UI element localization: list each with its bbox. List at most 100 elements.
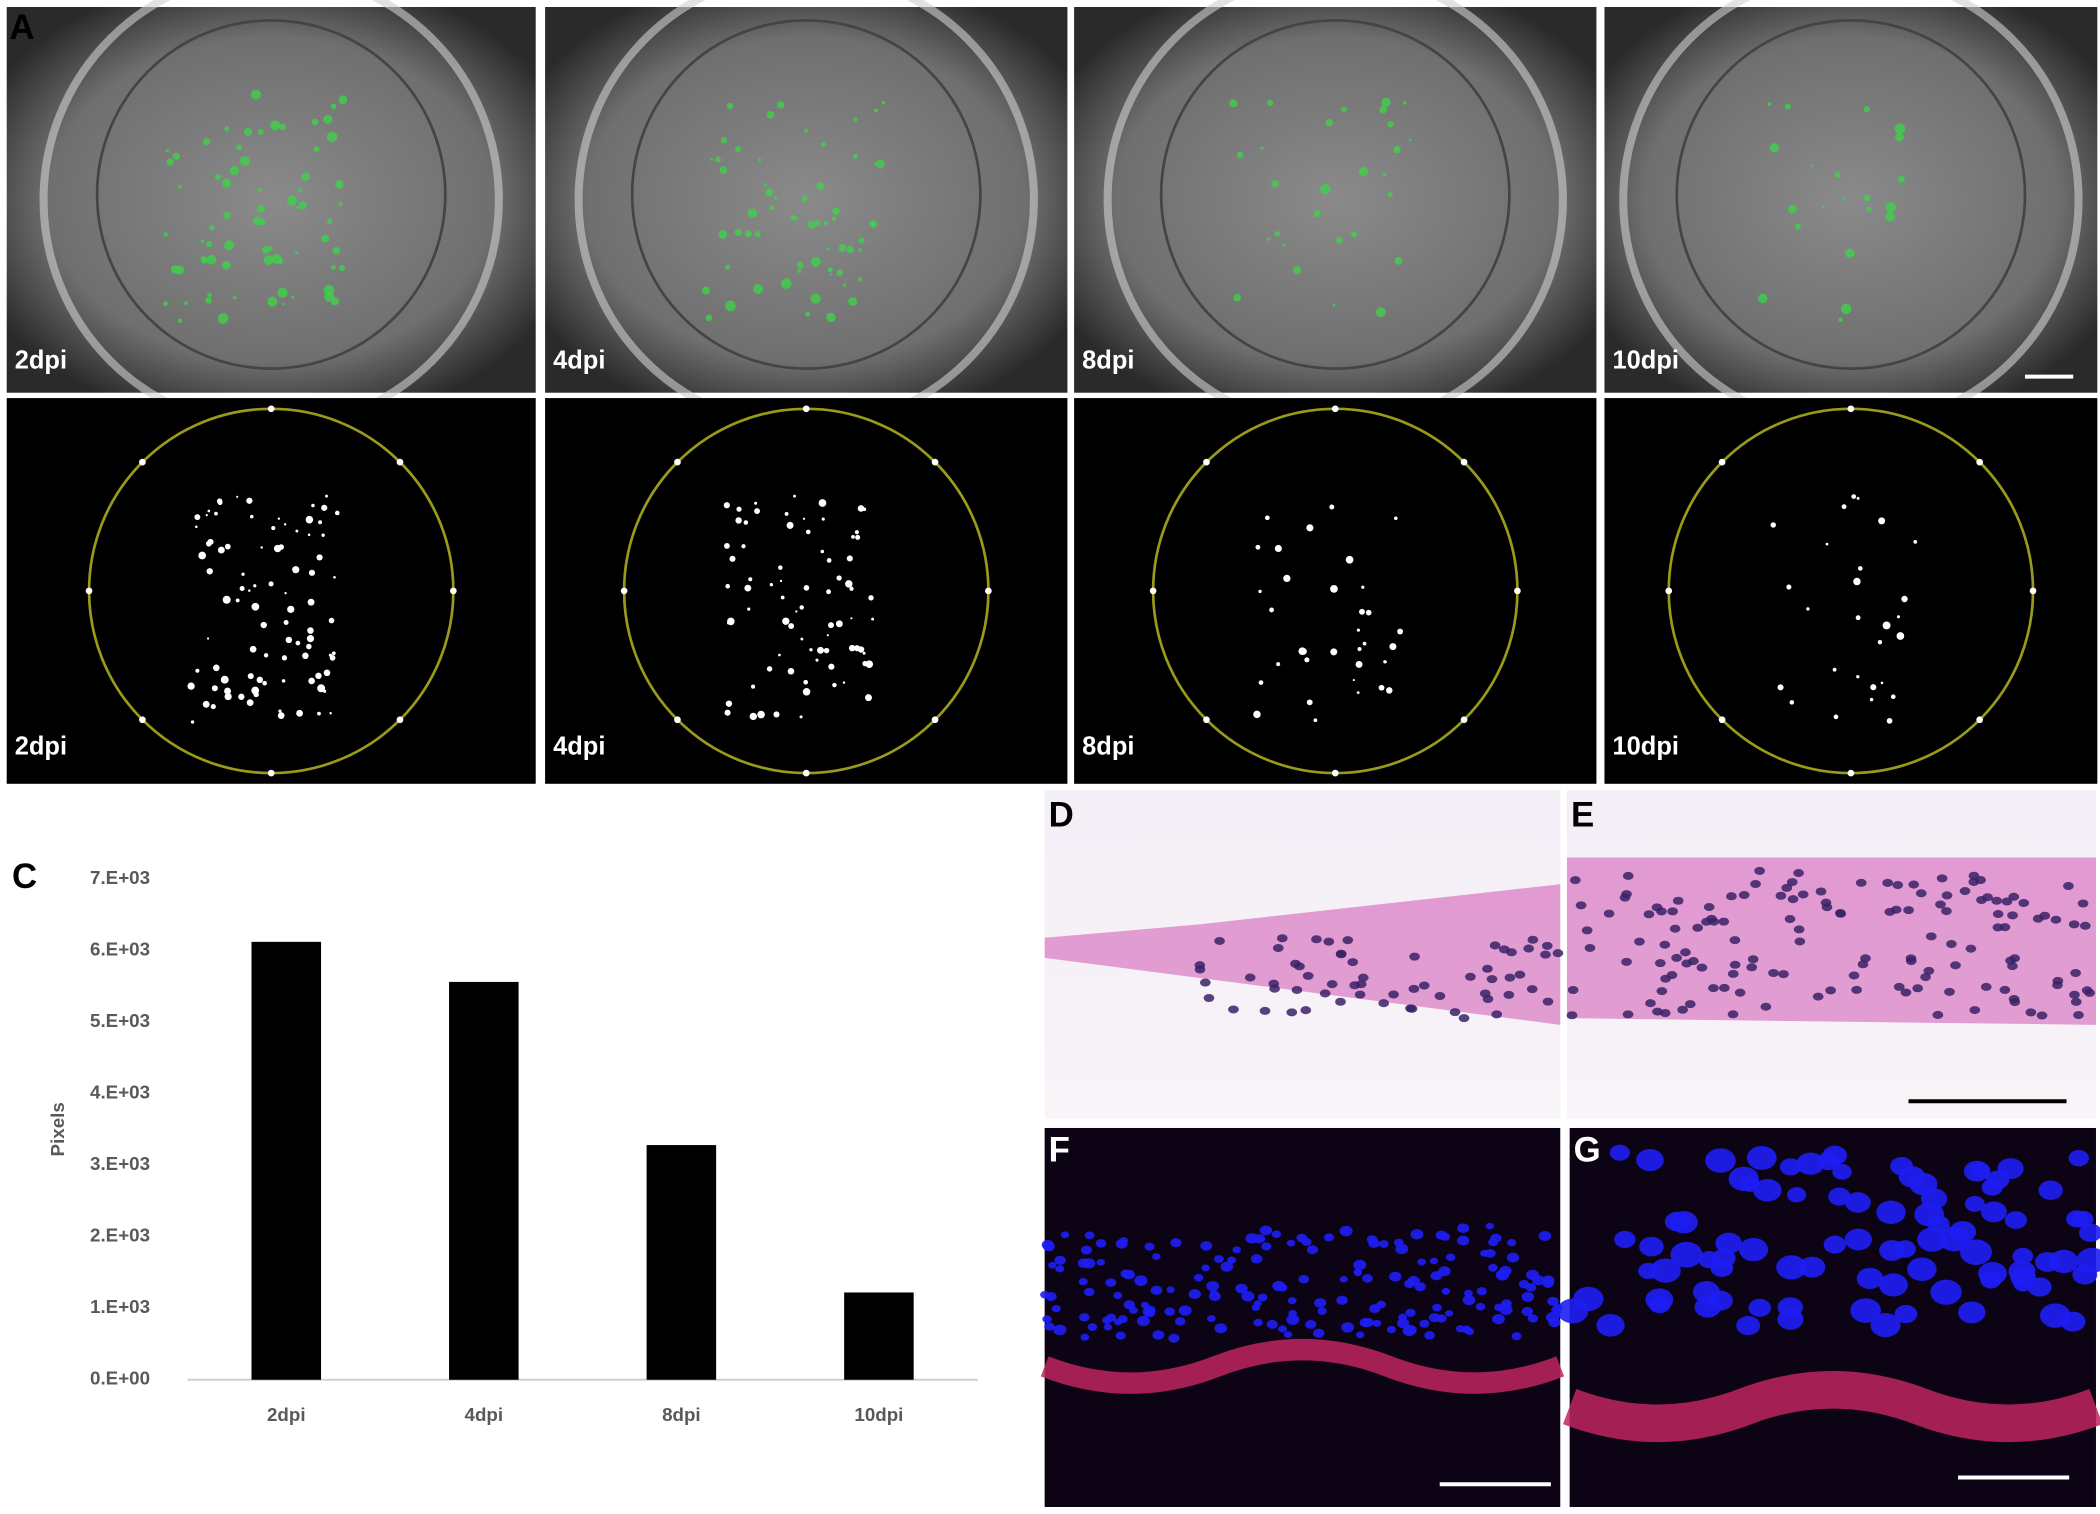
signal-spot	[318, 520, 323, 525]
green-spot	[763, 182, 768, 187]
nucleus	[1677, 1005, 1688, 1014]
nucleus	[1619, 893, 1631, 902]
green-spot	[313, 146, 320, 152]
nucleus	[1999, 923, 2011, 932]
signal-spot	[308, 569, 316, 576]
signal-spot	[1896, 632, 1905, 640]
signal-spot	[321, 504, 328, 511]
signal-spot	[1777, 684, 1784, 691]
signal-spot	[1832, 667, 1837, 672]
timepoint-label: 8dpi	[1082, 732, 1134, 760]
green-spot	[224, 126, 230, 132]
y-axis-label: Pixels	[47, 1102, 68, 1156]
signal-spot	[1857, 566, 1863, 571]
signal-spot	[1362, 641, 1367, 646]
signal-spot	[795, 610, 798, 613]
nucleus	[1552, 949, 1564, 958]
y-tick-label: 0.E+00	[90, 1368, 150, 1389]
dapi-nucleus	[1113, 1291, 1123, 1299]
dapi-nucleus	[1878, 1273, 1908, 1297]
dapi-nucleus	[1250, 1254, 1263, 1264]
roi-handle	[396, 458, 404, 466]
dapi-nucleus	[1286, 1314, 1300, 1325]
nucleus	[1778, 970, 1789, 979]
dapi-nucleus	[1150, 1285, 1163, 1295]
dapi-nucleus	[1362, 1274, 1373, 1283]
signal-spot	[826, 589, 832, 595]
signal-spot	[1269, 607, 1274, 613]
dapi-nucleus	[1507, 1239, 1517, 1247]
mask-image	[6, 398, 536, 784]
dapi-nucleus	[1286, 1239, 1296, 1247]
green-spot	[874, 108, 879, 113]
nucleus	[1982, 893, 1993, 902]
nucleus	[1465, 972, 1476, 981]
dapi-nucleus	[1457, 1235, 1470, 1246]
signal-spot	[263, 653, 269, 658]
dapi-nucleus	[1287, 1297, 1297, 1305]
dapi-nucleus	[1298, 1274, 1310, 1284]
signal-spot	[328, 617, 335, 624]
dapi-nucleus	[2012, 1247, 2034, 1265]
green-spot	[1379, 105, 1387, 114]
bar	[449, 981, 519, 1380]
dapi-nucleus	[1796, 1152, 1825, 1175]
nucleus	[1514, 970, 1526, 979]
nucleus	[1908, 880, 1920, 889]
dapi-nucleus	[1958, 1301, 1986, 1324]
green-spot	[321, 234, 330, 243]
dapi-nucleus	[1435, 1230, 1448, 1240]
dapi-nucleus	[1353, 1259, 1367, 1271]
signal-spot	[222, 595, 231, 604]
signal-spot	[224, 692, 232, 701]
green-spot	[207, 292, 212, 298]
nucleus	[2050, 915, 2062, 924]
nucleus	[1458, 1014, 1470, 1023]
signal-spot	[821, 517, 825, 521]
roi-handle	[267, 405, 275, 413]
signal-spot	[766, 666, 773, 672]
y-tick-label: 7.E+03	[90, 867, 150, 888]
signal-spot	[205, 540, 212, 547]
signal-spot	[1359, 608, 1365, 615]
dapi-nucleus	[1123, 1300, 1136, 1310]
green-spot	[331, 264, 336, 270]
dapi-nucleus	[1438, 1266, 1451, 1277]
signal-spot	[793, 494, 796, 498]
signal-spot	[194, 525, 198, 529]
signal-spot	[268, 581, 274, 587]
signal-spot	[283, 619, 289, 625]
signal-spot	[246, 699, 254, 707]
nucleus	[1900, 988, 1912, 997]
nucleus	[1975, 876, 1986, 885]
dapi-nucleus	[1168, 1333, 1180, 1343]
green-spot	[1821, 205, 1825, 209]
green-spot	[183, 301, 188, 306]
roi-handle	[267, 769, 275, 777]
nucleus	[2001, 897, 2013, 906]
signal-spot	[333, 575, 336, 579]
nucleus	[1696, 963, 1708, 972]
signal-spot	[726, 622, 730, 625]
signal-spot	[1870, 684, 1877, 691]
green-spot	[765, 188, 774, 197]
signal-spot	[778, 653, 781, 657]
roi-handle	[802, 769, 810, 777]
dapi-nucleus	[1313, 1328, 1325, 1338]
nucleus	[1855, 878, 1867, 887]
dapi-nucleus	[1206, 1281, 1219, 1292]
dapi-nucleus	[1694, 1296, 1722, 1318]
y-tick-label: 6.E+03	[90, 938, 150, 959]
signal-spot	[849, 586, 854, 591]
signal-spot	[271, 526, 276, 531]
nucleus	[1992, 910, 2004, 919]
green-spot	[1236, 151, 1244, 159]
dapi-nucleus	[1777, 1308, 1804, 1330]
green-spot	[244, 127, 253, 136]
dapi-nucleus	[1526, 1269, 1539, 1281]
basement-membrane	[1562, 1371, 2100, 1443]
signal-spot	[769, 583, 773, 587]
dapi-nucleus	[1527, 1314, 1539, 1323]
dapi-nucleus	[2008, 1260, 2036, 1282]
bar	[646, 1145, 717, 1380]
